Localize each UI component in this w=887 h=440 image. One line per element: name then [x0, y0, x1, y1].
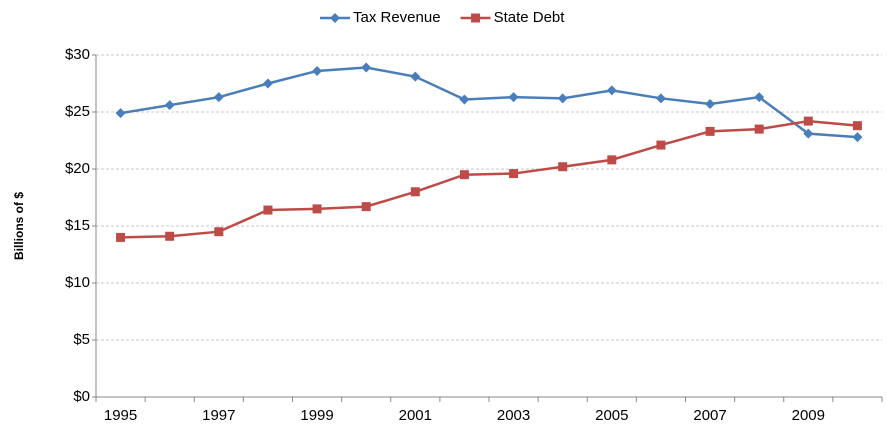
- point: [508, 92, 519, 103]
- x-tick-label: 2005: [595, 407, 628, 424]
- point: [361, 202, 371, 212]
- legend-label: State Debt: [494, 9, 566, 26]
- point: [459, 170, 469, 180]
- y-tick-label: $15: [65, 217, 90, 234]
- point: [410, 71, 421, 82]
- y-tick-label: $25: [65, 103, 90, 120]
- point: [213, 92, 224, 103]
- point: [165, 231, 175, 241]
- series-line: [120, 119, 858, 239]
- point: [116, 232, 126, 242]
- point: [754, 124, 764, 134]
- point: [754, 92, 765, 103]
- point: [852, 121, 862, 131]
- x-tick-label: 2007: [693, 407, 726, 424]
- point: [164, 100, 175, 111]
- point: [558, 162, 568, 172]
- point: [509, 169, 519, 179]
- point: [852, 132, 863, 143]
- y-tick-label: $20: [65, 160, 90, 177]
- series-line: [120, 66, 858, 139]
- legend-marker: [330, 13, 340, 23]
- x-tick-label: 1999: [300, 407, 333, 424]
- point: [557, 93, 568, 104]
- point: [655, 93, 666, 104]
- point: [312, 204, 322, 214]
- point: [656, 140, 666, 150]
- point: [705, 126, 715, 136]
- legend-label: Tax Revenue: [353, 9, 441, 26]
- point: [459, 94, 470, 105]
- point: [705, 99, 716, 110]
- point: [263, 205, 273, 215]
- x-tick-label: 1997: [202, 407, 235, 424]
- point: [803, 116, 813, 126]
- legend-marker: [471, 13, 481, 23]
- y-tick-label: $10: [65, 274, 90, 291]
- point: [312, 65, 323, 76]
- y-tick-label: $30: [65, 46, 90, 63]
- point: [262, 78, 273, 89]
- x-tick-label: 1995: [104, 407, 137, 424]
- x-tick-label: 2009: [792, 407, 825, 424]
- x-tick-label: 2001: [399, 407, 432, 424]
- point: [214, 227, 224, 237]
- point: [410, 187, 420, 197]
- point: [606, 85, 617, 96]
- point: [803, 128, 814, 139]
- point: [361, 62, 372, 73]
- point: [607, 155, 617, 165]
- y-tick-label: $0: [73, 388, 90, 405]
- point: [115, 108, 126, 119]
- y-axis-label: Billions of $: [12, 192, 26, 260]
- x-tick-label: 2003: [497, 407, 530, 424]
- y-tick-label: $5: [73, 331, 90, 348]
